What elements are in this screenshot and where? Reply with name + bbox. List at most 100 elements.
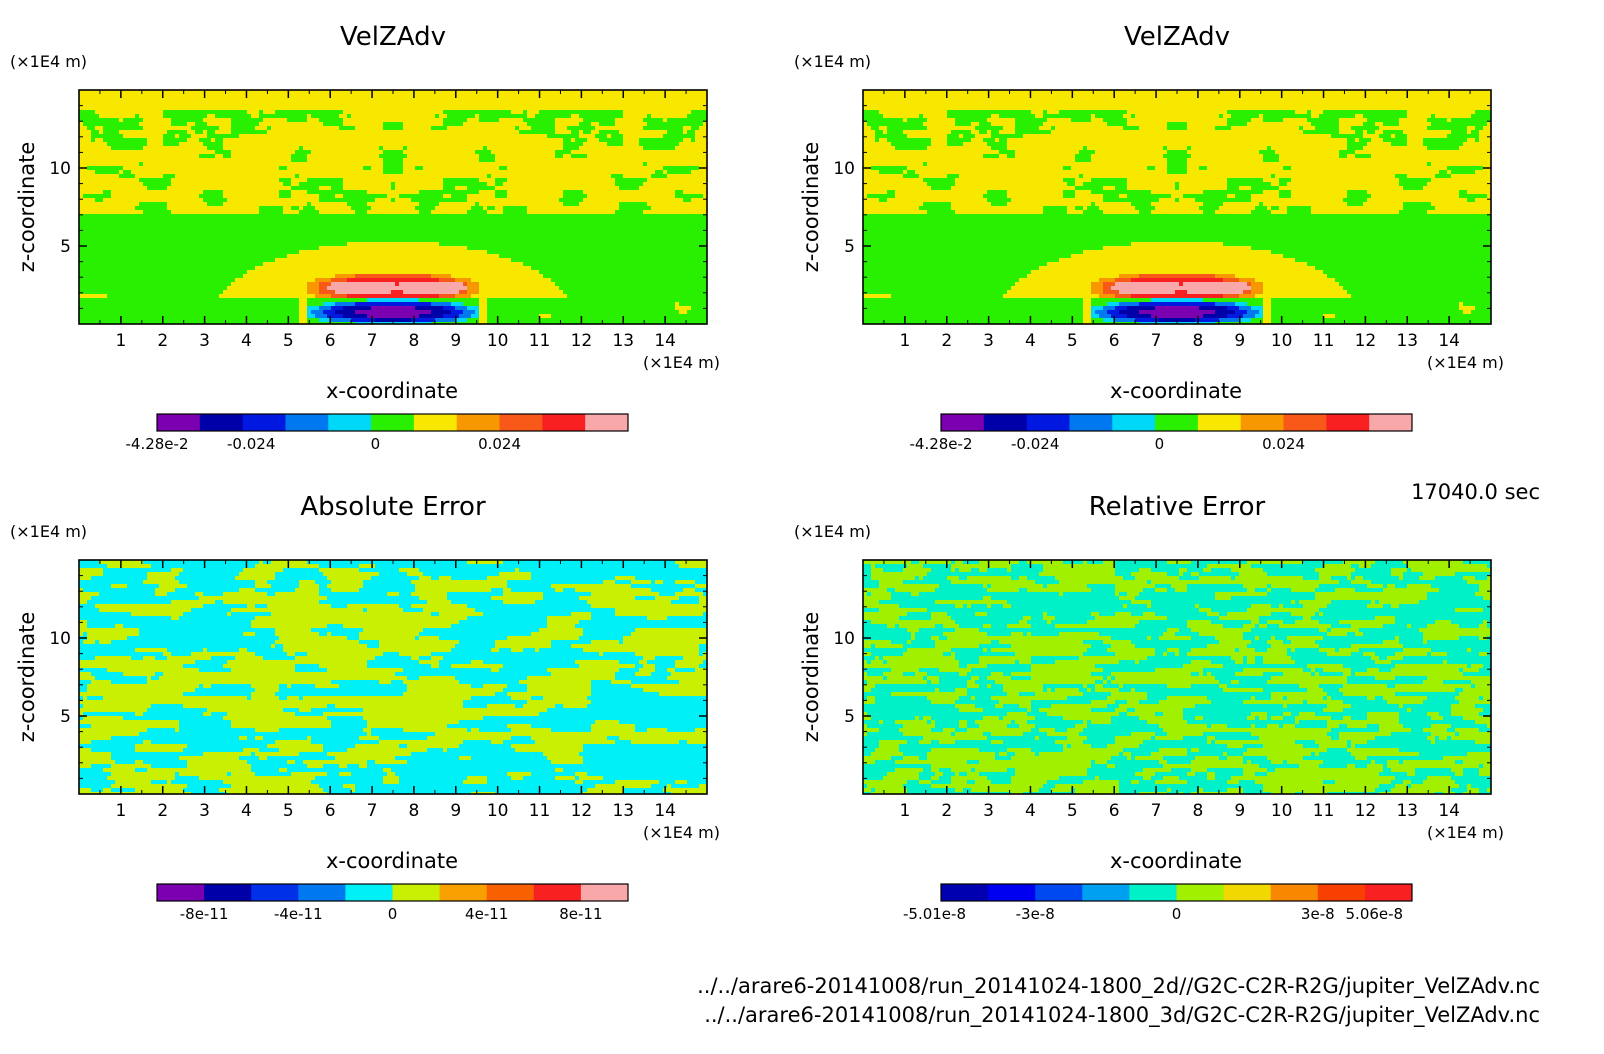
heatmap-cell — [331, 166, 336, 171]
heatmap-cell — [431, 98, 436, 103]
heatmap-cell — [547, 102, 552, 107]
heatmap-cell — [463, 110, 468, 115]
heatmap-cell — [155, 166, 160, 171]
heatmap-cell — [611, 202, 616, 207]
heatmap-cell — [439, 122, 444, 127]
heatmap-cell — [519, 178, 524, 183]
heatmap-cell — [403, 162, 408, 167]
heatmap-cell — [159, 118, 164, 123]
heatmap-cell — [447, 122, 452, 127]
heatmap-cell — [415, 90, 420, 95]
heatmap-cell — [475, 146, 480, 151]
heatmap-cell — [247, 198, 252, 203]
heatmap-cell — [599, 182, 604, 187]
heatmap-cell — [167, 202, 172, 207]
heatmap-cell — [591, 94, 596, 99]
heatmap-cell — [123, 146, 128, 151]
heatmap-cell — [691, 154, 696, 159]
heatmap-cell — [331, 138, 336, 143]
heatmap-cell — [303, 182, 308, 187]
heatmap-cell — [455, 190, 460, 195]
heatmap-cell — [687, 106, 692, 111]
heatmap-cell — [87, 186, 92, 191]
heatmap-cell — [387, 182, 392, 187]
heatmap-cell — [375, 102, 380, 107]
heatmap-cell — [383, 102, 388, 107]
heatmap-cell — [507, 214, 512, 219]
heatmap-cell — [491, 158, 496, 163]
heatmap-cell — [299, 158, 304, 163]
heatmap-cell — [643, 174, 648, 179]
heatmap-cell — [91, 106, 96, 111]
heatmap-cell — [283, 206, 288, 211]
heatmap-cell — [299, 190, 304, 195]
heatmap-cell — [111, 98, 116, 103]
heatmap-cell — [555, 98, 560, 103]
heatmap-cell — [87, 138, 92, 143]
heatmap-cell — [427, 206, 432, 211]
heatmap-cell — [587, 122, 592, 127]
heatmap-cell — [683, 130, 688, 135]
heatmap-cell — [399, 170, 404, 175]
heatmap-cell — [515, 214, 520, 219]
heatmap-cell — [391, 98, 396, 103]
heatmap-cell — [619, 202, 624, 207]
heatmap-cell — [563, 206, 568, 211]
heatmap-cell — [491, 94, 496, 99]
heatmap-cell — [411, 130, 416, 135]
heatmap-cell — [115, 146, 120, 151]
heatmap-cell — [299, 134, 304, 139]
heatmap-cell — [255, 118, 260, 123]
heatmap-cell — [391, 122, 396, 127]
heatmap-cell — [247, 206, 252, 211]
heatmap-cell — [603, 186, 608, 191]
heatmap-cell — [175, 134, 180, 139]
heatmap-cell — [219, 178, 224, 183]
heatmap-cell — [439, 110, 444, 115]
heatmap-cell — [507, 146, 512, 151]
heatmap-cell — [595, 106, 600, 111]
heatmap-cell — [219, 150, 224, 155]
heatmap-cell — [615, 110, 620, 115]
heatmap-cell — [495, 186, 500, 191]
heatmap-cell — [79, 106, 84, 111]
heatmap-cell — [287, 166, 292, 171]
heatmap-cell — [699, 194, 704, 199]
heatmap-cell — [227, 166, 232, 171]
heatmap-cell — [367, 146, 372, 151]
heatmap-cell — [143, 210, 148, 215]
heatmap-cell — [535, 150, 540, 155]
heatmap-cell — [99, 202, 104, 207]
heatmap-cell — [523, 190, 528, 195]
heatmap-cell — [227, 118, 232, 123]
heatmap-cell — [519, 210, 524, 215]
heatmap-cell — [459, 154, 464, 159]
heatmap-cell — [355, 122, 360, 127]
heatmap-cell — [663, 106, 668, 111]
heatmap-cell — [167, 98, 172, 103]
heatmap-cell — [495, 102, 500, 107]
heatmap-cell — [667, 90, 672, 95]
heatmap-cell — [187, 118, 192, 123]
heatmap-cell — [251, 102, 256, 107]
heatmap-cell — [627, 162, 632, 167]
heatmap-cell — [619, 154, 624, 159]
heatmap-cell — [607, 198, 612, 203]
heatmap-cell — [431, 186, 436, 191]
heatmap-cell — [123, 198, 128, 203]
heatmap-cell — [571, 214, 576, 219]
heatmap-cell — [623, 114, 628, 119]
heatmap-cell — [187, 130, 192, 135]
heatmap-cell — [95, 122, 100, 127]
heatmap-cell — [695, 106, 700, 111]
heatmap-cell — [159, 102, 164, 107]
heatmap-cell — [323, 122, 328, 127]
heatmap-cell — [579, 114, 584, 119]
heatmap-cell — [215, 102, 220, 107]
heatmap-cell — [455, 166, 460, 171]
heatmap-cell — [307, 130, 312, 135]
heatmap-cell — [475, 174, 480, 179]
heatmap-cell — [299, 122, 304, 127]
heatmap-cell — [495, 194, 500, 199]
heatmap-cell — [699, 210, 704, 215]
